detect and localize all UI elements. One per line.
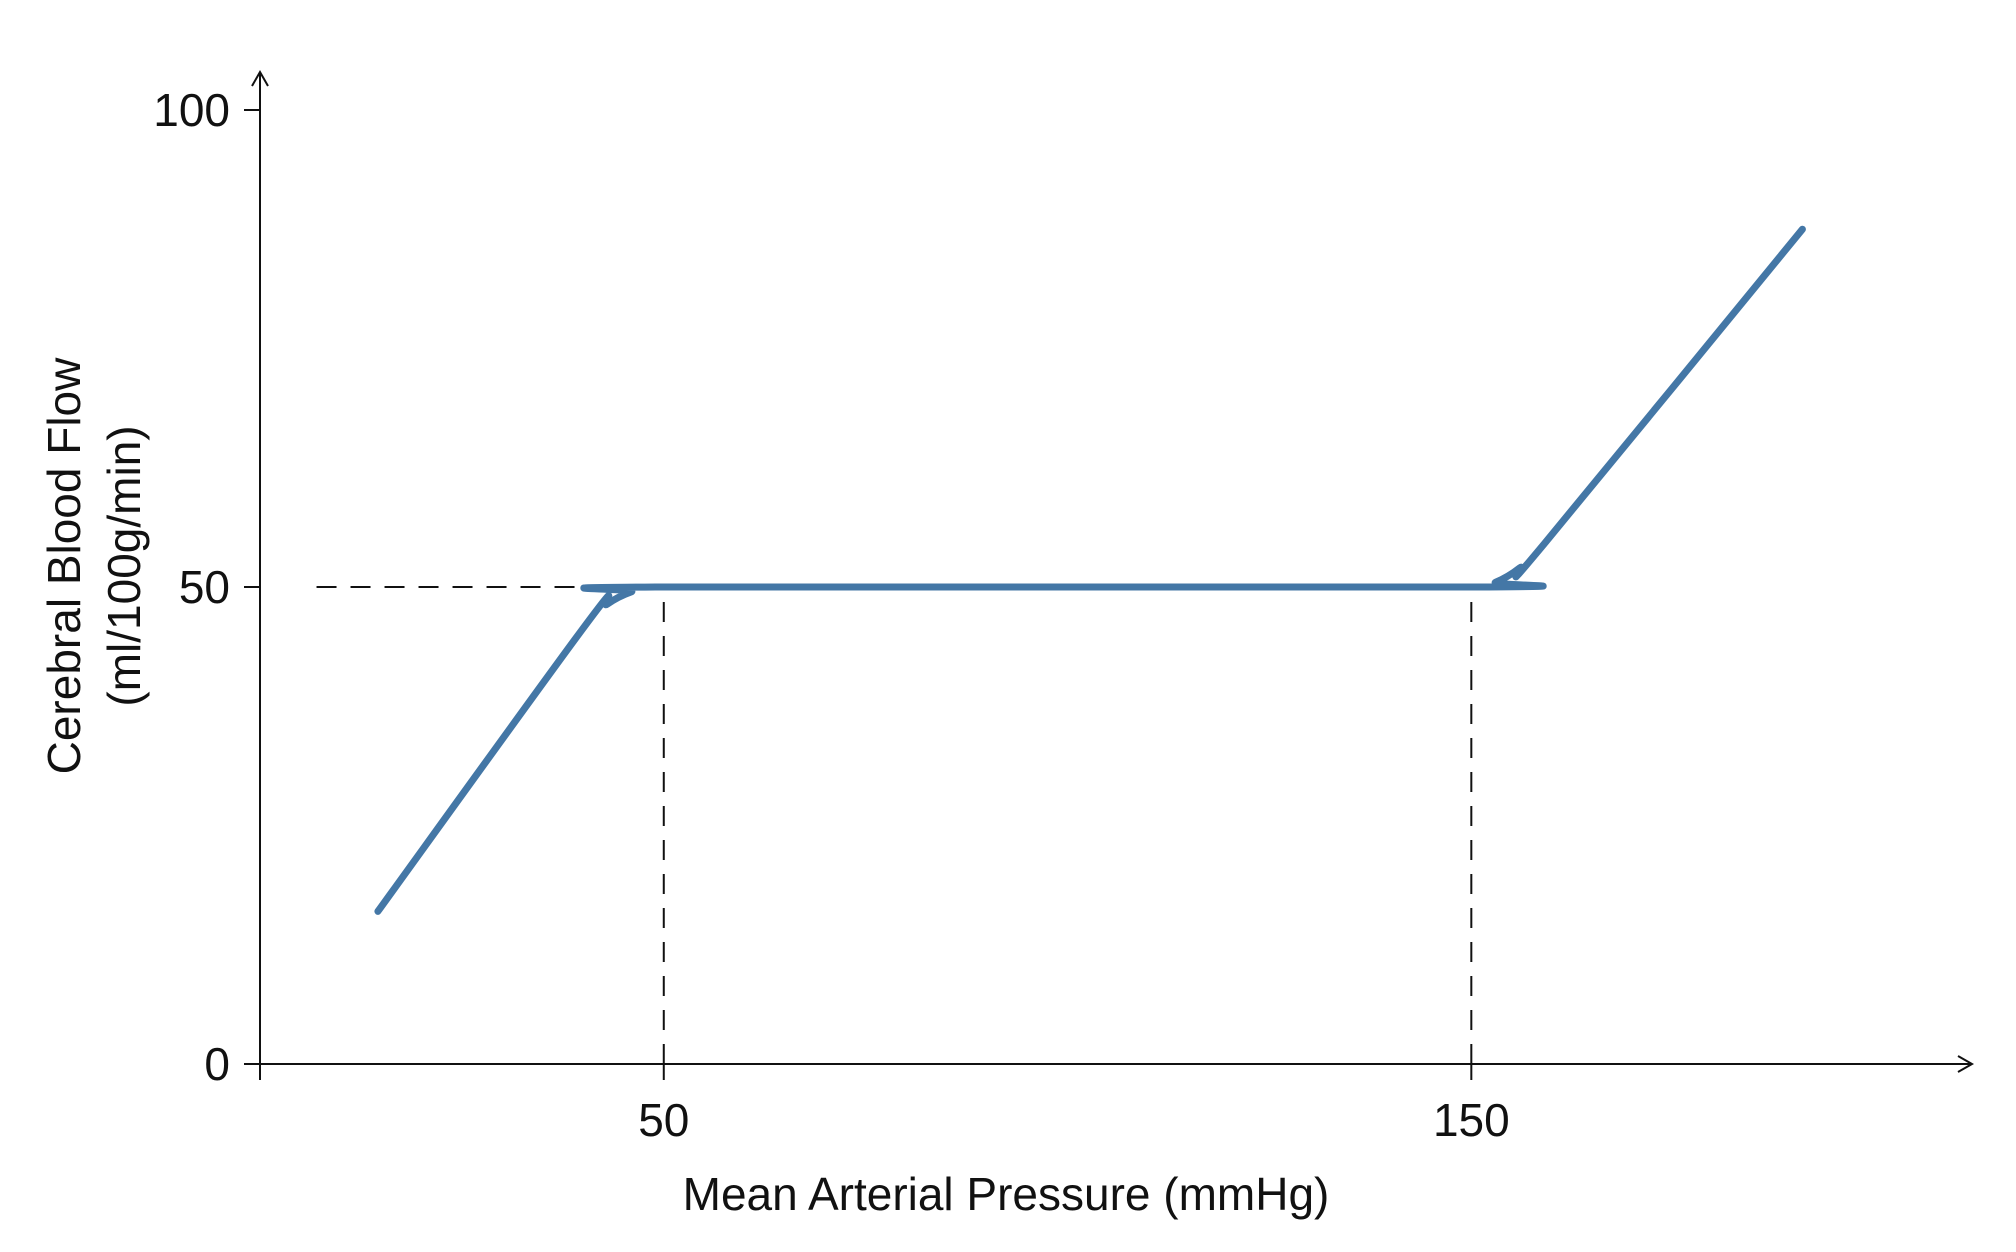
axis-ticks: 50 150 0 50 100 <box>153 84 1509 1146</box>
x-axis-title: Mean Arterial Pressure (mmHg) <box>683 1168 1330 1220</box>
reference-lines <box>316 586 1473 1064</box>
y-tick-label-100: 100 <box>153 84 230 136</box>
x-tick-label-150: 150 <box>1433 1094 1510 1146</box>
y-tick-label-50: 50 <box>179 561 230 613</box>
axes <box>251 69 1975 1080</box>
y-axis-title: Cerebral Blood Flow <box>38 357 90 775</box>
x-tick-label-50: 50 <box>638 1094 689 1146</box>
y-axis-arrow <box>251 69 269 87</box>
y-tick-label-0: 0 <box>204 1038 230 1090</box>
x-axis-arrow <box>1957 1055 1975 1073</box>
y-axis-unit: (ml/100g/min) <box>98 425 150 706</box>
series-line <box>374 225 1806 915</box>
